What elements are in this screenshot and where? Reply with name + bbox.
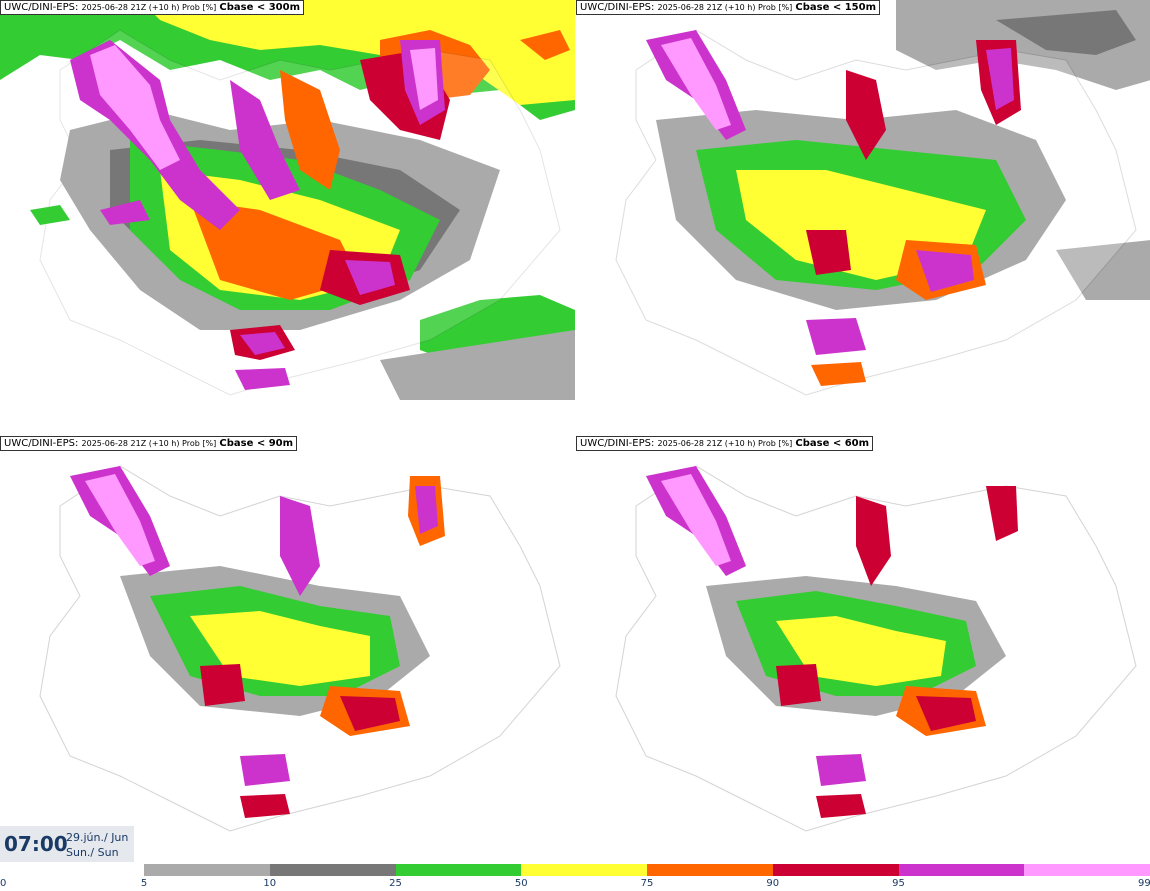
colorbar-tick-label: 5 [140,878,148,889]
panel-source: UWC/DINI-EPS [580,2,651,13]
panel-threshold: Cbase < 300m [219,2,301,13]
colorbar-segment [647,864,774,876]
colorbar-tick-label: 50 [514,878,528,889]
panel-source: UWC/DINI-EPS [580,438,651,449]
valid-time-date: 29.jún./ Jun Sun./ Sun [66,830,128,860]
colorbar-segment [521,864,648,876]
valid-time-box: 07:00 29.jún./ Jun Sun./ Sun [0,826,134,862]
map-panel-90m: UWC/DINI-EPS: 2025-06-28 21Z (+10 h) Pro… [0,436,575,836]
probability-colorbar [144,864,1150,876]
probability-map-90m [0,436,575,836]
panel-threshold: Cbase < 150m [795,2,877,13]
panel-title: UWC/DINI-EPS: 2025-06-28 21Z (+10 h) Pro… [0,0,305,15]
colorbar-tick-label: 95 [892,878,905,889]
map-panel-60m: UWC/DINI-EPS: 2025-06-28 21Z (+10 h) Pro… [576,436,1150,836]
colorbar-tick-label: 75 [640,878,654,889]
panel-meta: 2025-06-28 21Z (+10 h) Prob [%] [657,3,793,12]
colorbar-tick-label: 10 [263,878,277,889]
map-panel-300m: UWC/DINI-EPS: 2025-06-28 21Z (+10 h) Pro… [0,0,575,400]
colorbar-tick-label: 25 [389,878,402,889]
panel-title: UWC/DINI-EPS: 2025-06-28 21Z (+10 h) Pro… [576,436,874,451]
valid-date-line2: Sun./ Sun [66,846,119,859]
colorbar-segment [269,864,396,876]
probability-map-300m [0,0,575,400]
panel-source: UWC/DINI-EPS [4,438,75,449]
colorbar-tick-label: 90 [766,878,780,889]
colorbar-segment [395,864,522,876]
panel-meta: 2025-06-28 21Z (+10 h) Prob [%] [657,439,793,448]
panel-meta: 2025-06-28 21Z (+10 h) Prob [%] [81,3,217,12]
colorbar-segment [898,864,1025,876]
panel-meta: 2025-06-28 21Z (+10 h) Prob [%] [81,439,217,448]
colorbar-tick-label: 99 [1138,878,1150,889]
probability-map-150m [576,0,1150,400]
panel-title: UWC/DINI-EPS: 2025-06-28 21Z (+10 h) Pro… [576,0,881,15]
panel-source: UWC/DINI-EPS [4,2,75,13]
map-panel-150m: UWC/DINI-EPS: 2025-06-28 21Z (+10 h) Pro… [576,0,1150,400]
colorbar-segment [772,864,899,876]
colorbar-tick-label: 0 [0,878,7,889]
colorbar-segment [144,864,271,876]
probability-map-60m [576,436,1150,836]
panel-threshold: Cbase < 60m [795,438,870,449]
valid-date-line1: 29.jún./ Jun [66,831,129,844]
valid-time-clock: 07:00 [4,832,68,856]
panel-threshold: Cbase < 90m [219,438,294,449]
colorbar-segment [1024,864,1150,876]
panel-title: UWC/DINI-EPS: 2025-06-28 21Z (+10 h) Pro… [0,436,298,451]
